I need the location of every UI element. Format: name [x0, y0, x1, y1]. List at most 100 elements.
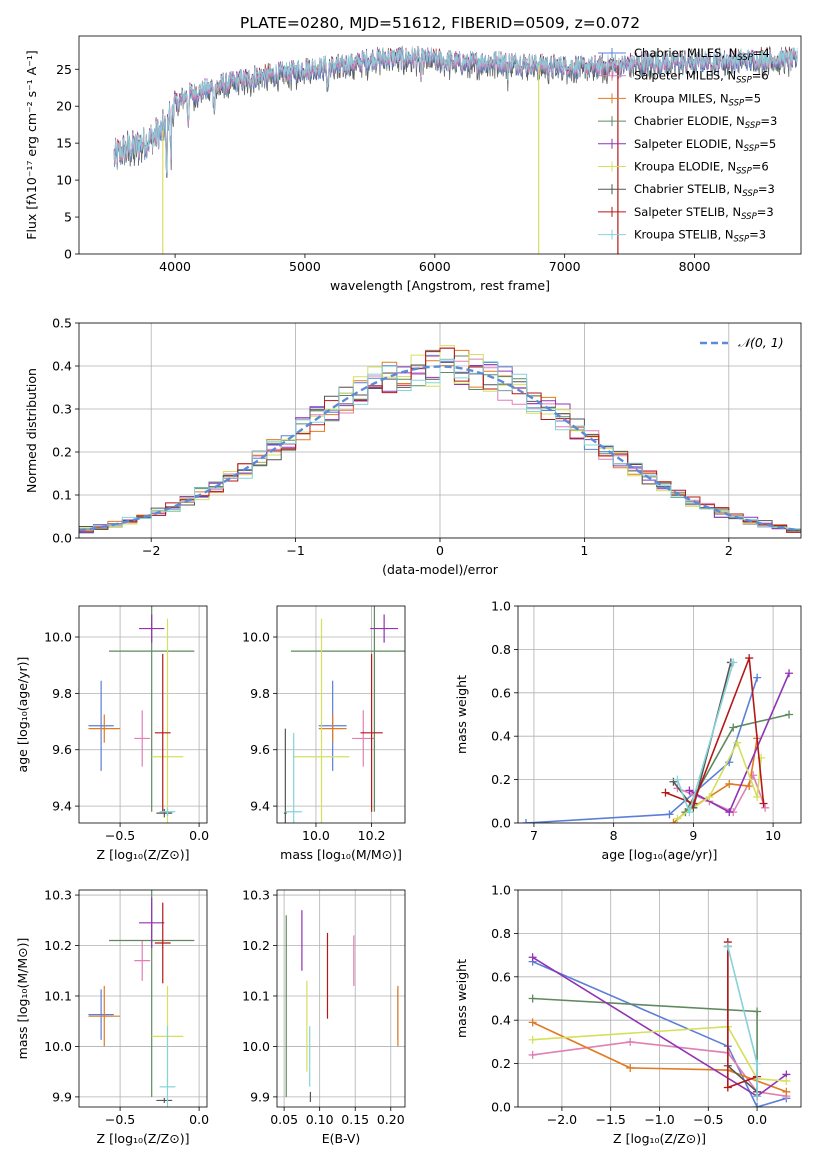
legend-entry: Chabrier STELIB, NSSP=3	[598, 182, 775, 199]
y-tick-label: 10.3	[242, 888, 270, 903]
legend-entry: Kroupa STELIB, NSSP=3	[598, 228, 766, 245]
legend-label: Kroupa STELIB, NSSP=3	[634, 228, 766, 245]
legend-label-text: Salpeter STELIB, N	[634, 205, 741, 219]
weight-marker	[661, 788, 670, 797]
errorbar-salpeter-elodie	[370, 614, 399, 643]
weight-line	[532, 997, 758, 1097]
errorbar-chabrier-stelib	[156, 808, 173, 818]
weight-marker	[753, 1007, 762, 1016]
weight-line	[665, 657, 765, 805]
errorbar-salpeter-miles	[352, 710, 375, 767]
y-axis-label: mass weight	[454, 675, 469, 754]
plot-area	[79, 890, 207, 1107]
plot-area	[518, 606, 801, 823]
axes-frame	[78, 605, 208, 824]
legend-label-subscript: SSP	[737, 53, 753, 63]
plot-area	[277, 890, 405, 1107]
chart-title: PLATE=0280, MJD=51612, FIBERID=0509, z=0…	[240, 14, 640, 32]
x-tick-label: 6000	[419, 259, 451, 274]
x-axis-label: Z [log₁₀(Z/Z⊙)]	[97, 1131, 190, 1146]
weight-marker	[528, 953, 537, 962]
x-tick-label: 7	[530, 828, 538, 843]
x-tick-label: −0.5	[693, 1112, 723, 1127]
errorbar-kroupa-stelib	[285, 732, 303, 823]
x-axis-label: wavelength [Angstrom, rest frame]	[330, 278, 550, 293]
x-tick-label: 4000	[159, 259, 191, 274]
errorbar-salpeter-miles	[134, 710, 151, 767]
weight-marker	[753, 792, 762, 801]
plot-area	[79, 606, 207, 823]
legend-label-text: Salpeter MILES, N	[634, 69, 736, 83]
plot-area	[277, 606, 405, 823]
legend-entry: Salpeter STELIB, NSSP=3	[598, 205, 774, 222]
errorbar-salpeter-stelib	[154, 653, 171, 812]
axes-frame	[276, 605, 406, 824]
errorbar-chabrier-miles	[88, 680, 114, 771]
y-tick-label: 0.2	[491, 1056, 511, 1071]
axes-frame	[78, 35, 802, 255]
y-tick-label: 10	[56, 173, 72, 188]
legend-label-value: =5	[759, 137, 776, 151]
weight-marker	[782, 1087, 791, 1096]
legend-label-value: =4	[753, 46, 770, 60]
weight-marker	[753, 1092, 762, 1101]
weight-marker	[669, 819, 678, 823]
panel-mass-age: 10.0 10.2 9.4 9.6 9.8 10.0 mass [log₁₀(M/M⊙)]	[242, 605, 406, 862]
weight-marker	[782, 1076, 791, 1085]
x-axis-label: E(B-V)	[322, 1131, 361, 1146]
x-tick-label: 0.0	[189, 828, 209, 843]
y-tick-label: 0.6	[491, 969, 511, 984]
weight-series-kroupa-stelib	[723, 942, 762, 1101]
legend-label-subscript: SSP	[736, 167, 752, 177]
spectrum-kroupa-stelib	[113, 45, 798, 174]
errorbar-salpeter-stelib	[360, 653, 383, 812]
y-tick-label: 0.8	[491, 926, 511, 941]
x-tick-label: 10	[765, 828, 781, 843]
legend-label-value: =3	[760, 114, 777, 128]
weight-line	[532, 1025, 787, 1082]
panel-histogram: −2 −1 0 1 2 0.0 0.1 0.2 0.3 0.4 0.5 (data-model)/er…	[24, 316, 802, 577]
errorbar-salpeter-elodie	[139, 614, 165, 643]
x-tick-label: 0.05	[270, 1112, 298, 1127]
errorbar-kroupa-elodie	[151, 618, 184, 823]
errorbar-chabrier-miles	[88, 989, 114, 1040]
y-tick-label: 10.0	[242, 1039, 270, 1054]
spectrum-salpeter-miles	[113, 48, 798, 174]
grid	[518, 606, 801, 823]
legend-label-subscript: SSP	[736, 76, 752, 86]
x-tick-label: 8	[610, 828, 618, 843]
errorbar-kroupa-stelib	[159, 807, 176, 816]
legend-entry: Chabrier ELODIE, NSSP=3	[598, 114, 777, 131]
panel-z-mass: −0.5 0.0 9.9 10.0 10.1 10.2 10.3 Z [log₁₀(Z/Z⊙)…	[15, 888, 209, 1146]
legend-entry: Chabrier MILES, NSSP=4	[598, 46, 770, 63]
errorbar-salpeter-stelib	[154, 902, 171, 984]
y-tick-label: 9.8	[250, 686, 270, 701]
x-tick-label: 0.0	[747, 1112, 767, 1127]
y-tick-label: 1.0	[491, 883, 511, 898]
plot-area	[113, 45, 798, 254]
x-tick-label: 0	[436, 543, 444, 558]
legend-label: Chabrier ELODIE, NSSP=3	[634, 114, 777, 131]
x-tick-label: 2	[725, 543, 733, 558]
weight-marker	[521, 819, 530, 823]
x-axis-label: Z [log₁₀(Z/Z⊙)]	[97, 847, 190, 862]
weight-marker	[528, 1018, 537, 1027]
y-tick-label: 9.8	[52, 686, 72, 701]
y-tick-label: 9.6	[250, 742, 270, 757]
weight-marker	[528, 1035, 537, 1044]
weight-marker	[733, 738, 742, 747]
errorbar-kroupa-miles	[88, 714, 121, 743]
legend-entry: Salpeter MILES, NSSP=6	[598, 69, 769, 86]
legend-label: Chabrier MILES, NSSP=4	[634, 46, 770, 63]
errorbar-kroupa-miles	[88, 985, 121, 1047]
y-axis-label: age [log₁₀(age/yr)]	[15, 657, 30, 773]
weight-series-chabrier-miles	[521, 673, 762, 823]
weight-series-kroupa-stelib	[673, 658, 738, 817]
legend-label-subscript: SSP	[745, 121, 761, 131]
y-tick-label: 10.3	[44, 888, 72, 903]
legend-label: Chabrier STELIB, NSSP=3	[634, 182, 775, 199]
axes-frame	[517, 889, 802, 1108]
legend-label-text: Kroupa MILES, N	[634, 91, 729, 105]
y-tick-label: 0.8	[491, 642, 511, 657]
